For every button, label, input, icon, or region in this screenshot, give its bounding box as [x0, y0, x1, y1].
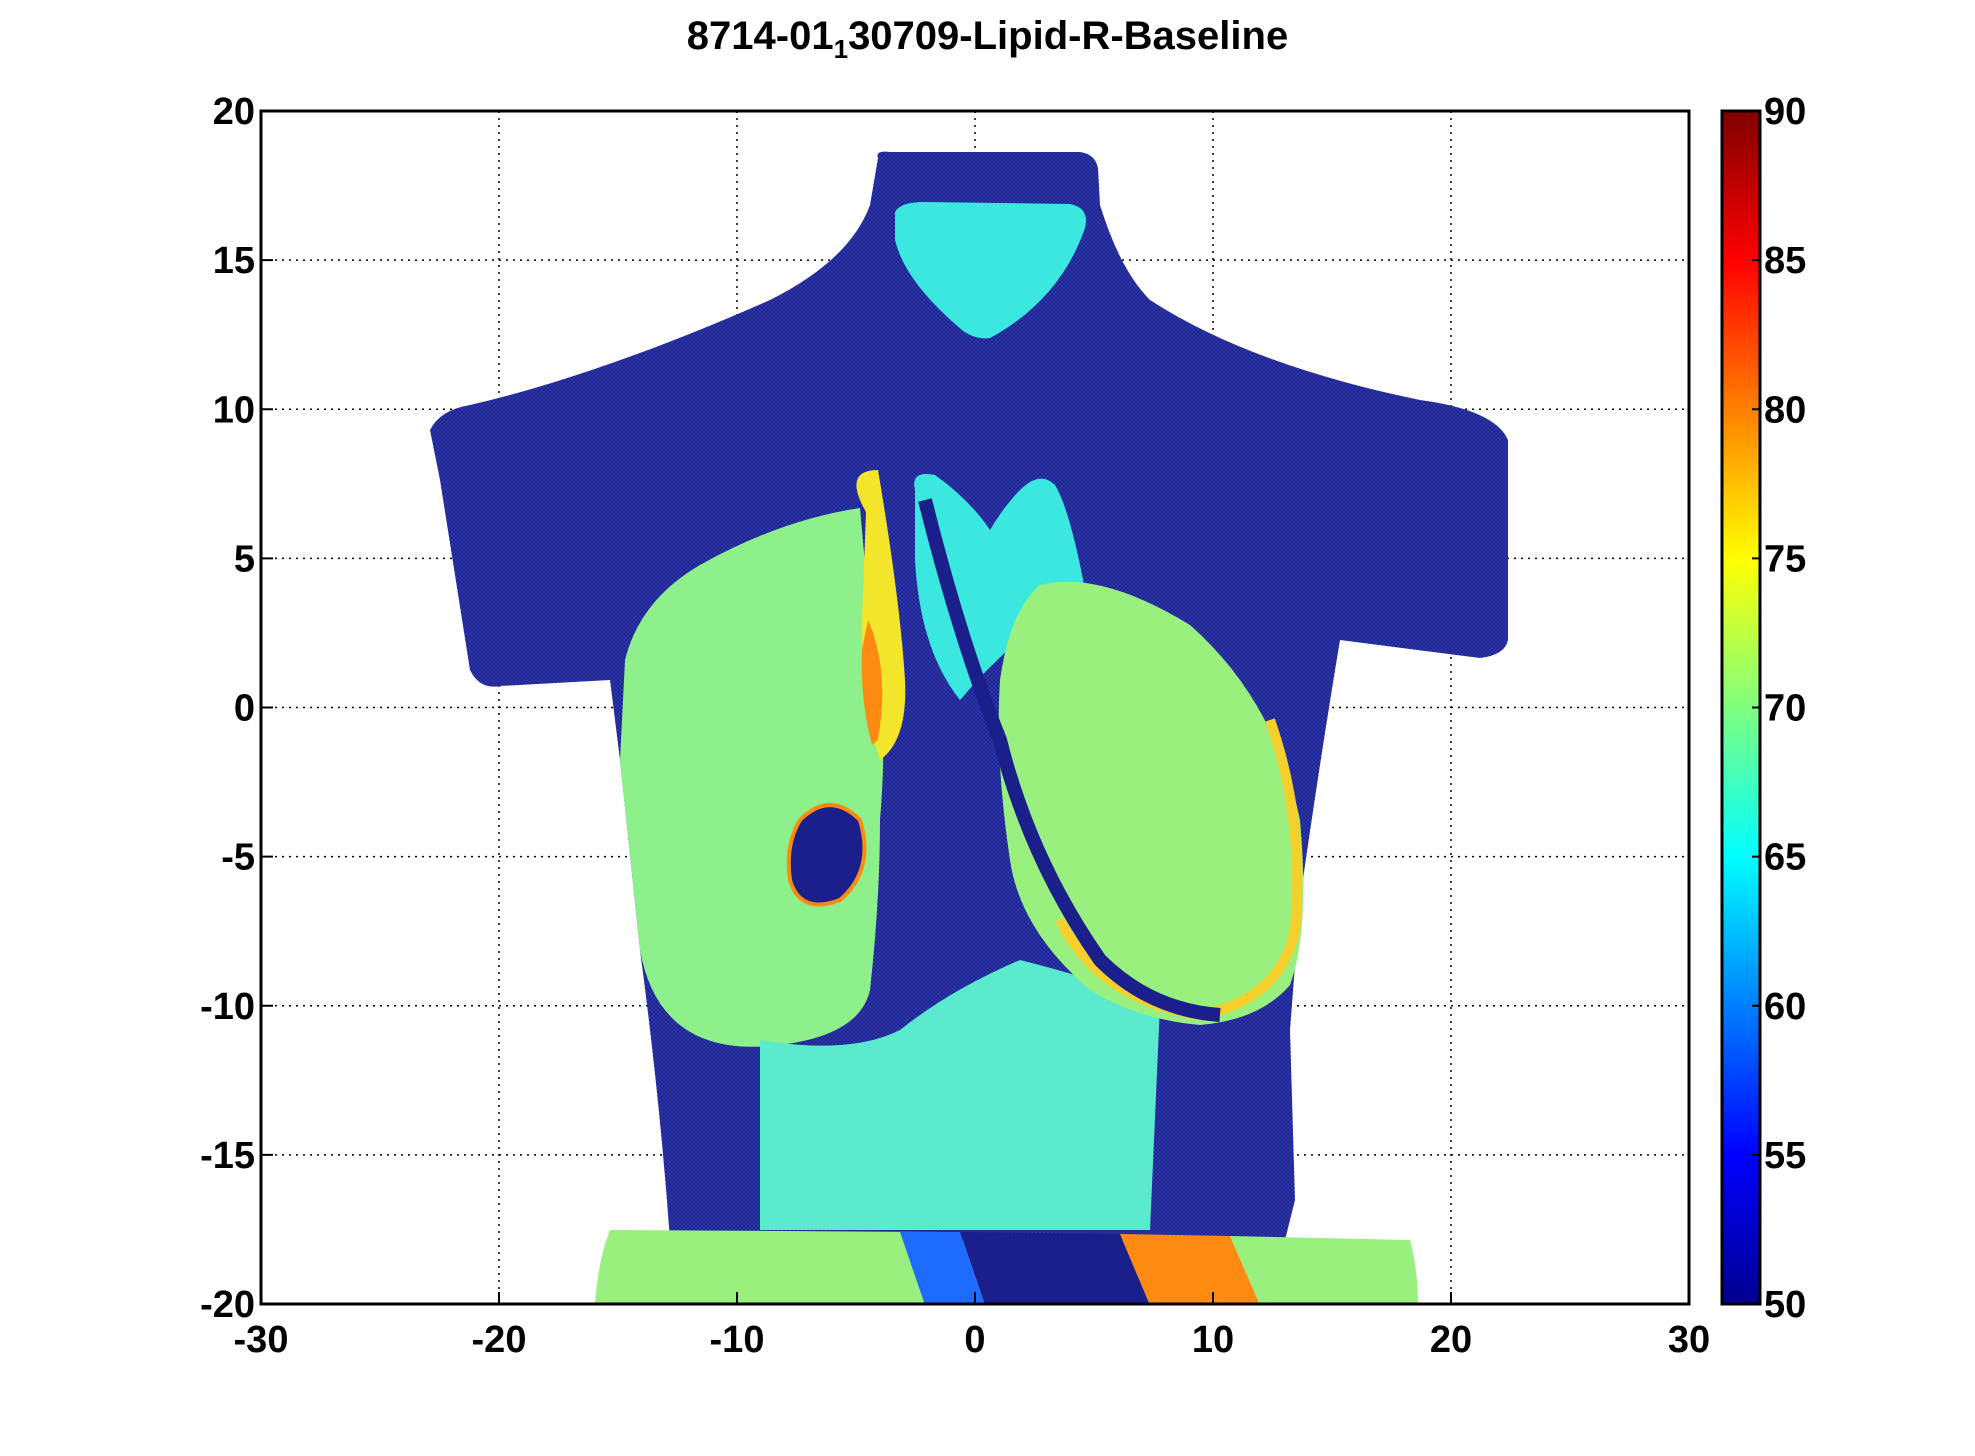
colorbar-tick-label: 65 [1764, 837, 1806, 879]
left-breast-rim [1055, 718, 1303, 1021]
y-tick-label: 20 [213, 91, 255, 133]
colorbar-tick-label: 50 [1764, 1284, 1806, 1326]
x-tick-label: -10 [710, 1319, 765, 1361]
abdomen [760, 960, 1160, 1230]
colorbar-tick-label: 75 [1764, 538, 1806, 580]
upper-chest [914, 474, 1085, 700]
colorbar-tick-label: 60 [1764, 986, 1806, 1028]
y-tick-label: -20 [200, 1284, 255, 1326]
x-tick-label: -30 [234, 1319, 289, 1361]
x-tick-label: 0 [964, 1319, 985, 1361]
title-subscript: 1 [833, 34, 849, 64]
y-axis: 20 15 10 5 0 -5 -10 -15 -20 [200, 91, 273, 1326]
colorbar-ticks: 90 85 80 75 70 65 60 55 50 [1752, 91, 1806, 1326]
thermal-body [430, 151, 1508, 1304]
x-tick-label: 10 [1192, 1319, 1234, 1361]
y-tick-label: 5 [234, 538, 255, 580]
y-tick-label: 10 [213, 389, 255, 431]
y-tick-label: 15 [213, 240, 255, 282]
y-tick-label: -5 [221, 837, 255, 879]
colorbar-tick-label: 55 [1764, 1135, 1806, 1177]
y-tick-label: -15 [200, 1135, 255, 1177]
x-axis: -30 -20 -10 0 10 20 30 [234, 1292, 1710, 1361]
title-prefix: 8714-01 [686, 14, 834, 58]
right-areola-spot [786, 803, 867, 907]
colorbar-tick-label: 70 [1764, 688, 1806, 730]
colorbar: 90 85 80 75 70 65 60 55 50 [1720, 91, 1806, 1326]
x-tick-label: 30 [1668, 1319, 1710, 1361]
left-breast-shadow [918, 498, 1221, 1022]
x-tick-label: 20 [1430, 1319, 1472, 1361]
waistband-center [900, 1232, 985, 1304]
waistband-far-right [1230, 1236, 1418, 1304]
chart-title: 8714-01130709-Lipid-R-Baseline [0, 14, 1975, 65]
y-tick-label: -10 [200, 986, 255, 1028]
right-breast-hot-line [861, 620, 883, 745]
waistband-dark [960, 1232, 1150, 1304]
waistband-right [1120, 1234, 1260, 1304]
title-suffix: 30709-Lipid-R-Baseline [848, 14, 1289, 58]
colorbar-tick-label: 90 [1764, 91, 1806, 133]
neck-front [895, 202, 1086, 339]
right-breast [620, 508, 884, 1047]
waistband-left [595, 1230, 960, 1304]
y-tick-label: 0 [234, 688, 255, 730]
colorbar-tick-label: 85 [1764, 240, 1806, 282]
colorbar-tick-label: 80 [1764, 389, 1806, 431]
x-tick-label: -20 [472, 1319, 527, 1361]
